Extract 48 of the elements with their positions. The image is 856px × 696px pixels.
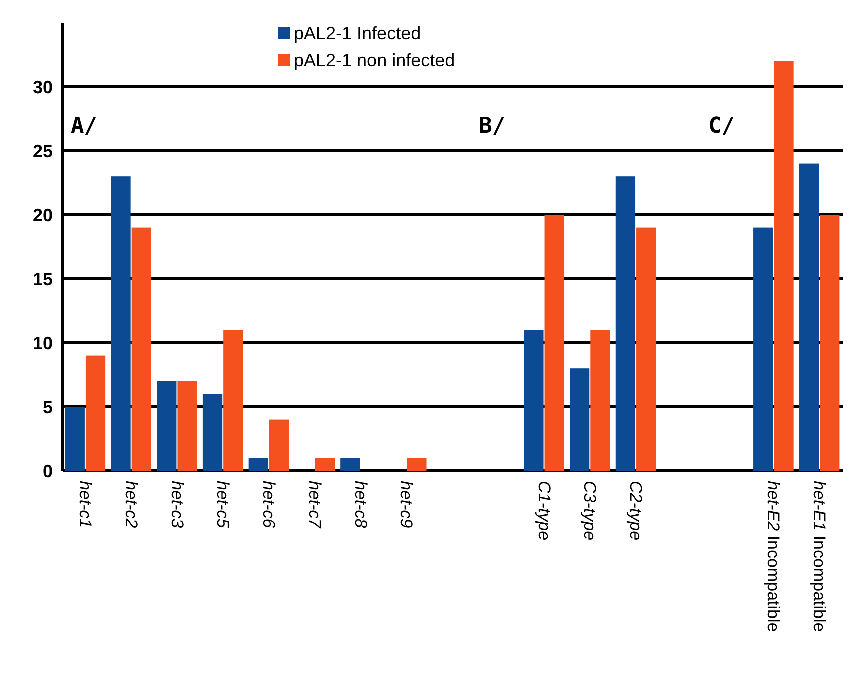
bar	[157, 381, 177, 471]
bar	[799, 164, 820, 471]
bar	[178, 381, 198, 471]
annotation: C/	[708, 114, 736, 139]
bar	[407, 458, 427, 471]
annotation: B/	[479, 114, 506, 139]
x-tick-label: het-c6	[260, 481, 279, 529]
y-tick-label: 10	[32, 333, 53, 354]
bar	[636, 228, 656, 471]
x-tick-label: C2-type	[626, 481, 646, 541]
x-tick-label: het-c1	[76, 481, 95, 528]
bar	[570, 368, 590, 471]
bar	[248, 458, 268, 471]
bar	[590, 330, 610, 471]
x-tick-label: het-c3	[168, 481, 187, 529]
y-tick-label: 5	[42, 397, 53, 418]
bar	[111, 176, 131, 471]
bar	[269, 420, 290, 471]
bar	[544, 215, 564, 471]
x-tick-label: C1-type	[534, 481, 554, 541]
x-tick-label: het-c2	[122, 481, 141, 529]
legend-label: pAL2-1 Infected	[294, 23, 422, 44]
x-tick-label: het-c8	[351, 481, 370, 529]
y-tick-label: 25	[32, 141, 53, 162]
annotation: A/	[71, 114, 98, 139]
bar	[754, 228, 774, 471]
y-tick-label: 20	[32, 205, 53, 226]
x-tick-label: C3-type	[580, 481, 600, 541]
legend-label: pAL2-1 non infected	[294, 50, 456, 70]
bar	[616, 176, 636, 471]
x-tick-label: het-c9	[397, 481, 416, 529]
x-tick-label: het-c7	[305, 481, 324, 529]
y-tick-label: 0	[42, 461, 53, 482]
bar	[774, 61, 794, 471]
bar	[86, 356, 106, 471]
y-tick-label: 15	[32, 269, 53, 290]
bar	[202, 394, 223, 471]
x-tick-label: het-E1 Incompatible	[810, 481, 830, 632]
bar	[132, 228, 152, 471]
x-tick-label: het-E2 Incompatible	[764, 481, 784, 632]
x-tick-label: het-c5	[214, 481, 233, 529]
y-tick-label: 30	[32, 77, 53, 98]
bar	[524, 330, 544, 471]
bar	[820, 215, 840, 471]
bar	[315, 458, 335, 471]
bar	[224, 330, 244, 471]
bar	[340, 458, 360, 471]
bar	[65, 407, 85, 471]
